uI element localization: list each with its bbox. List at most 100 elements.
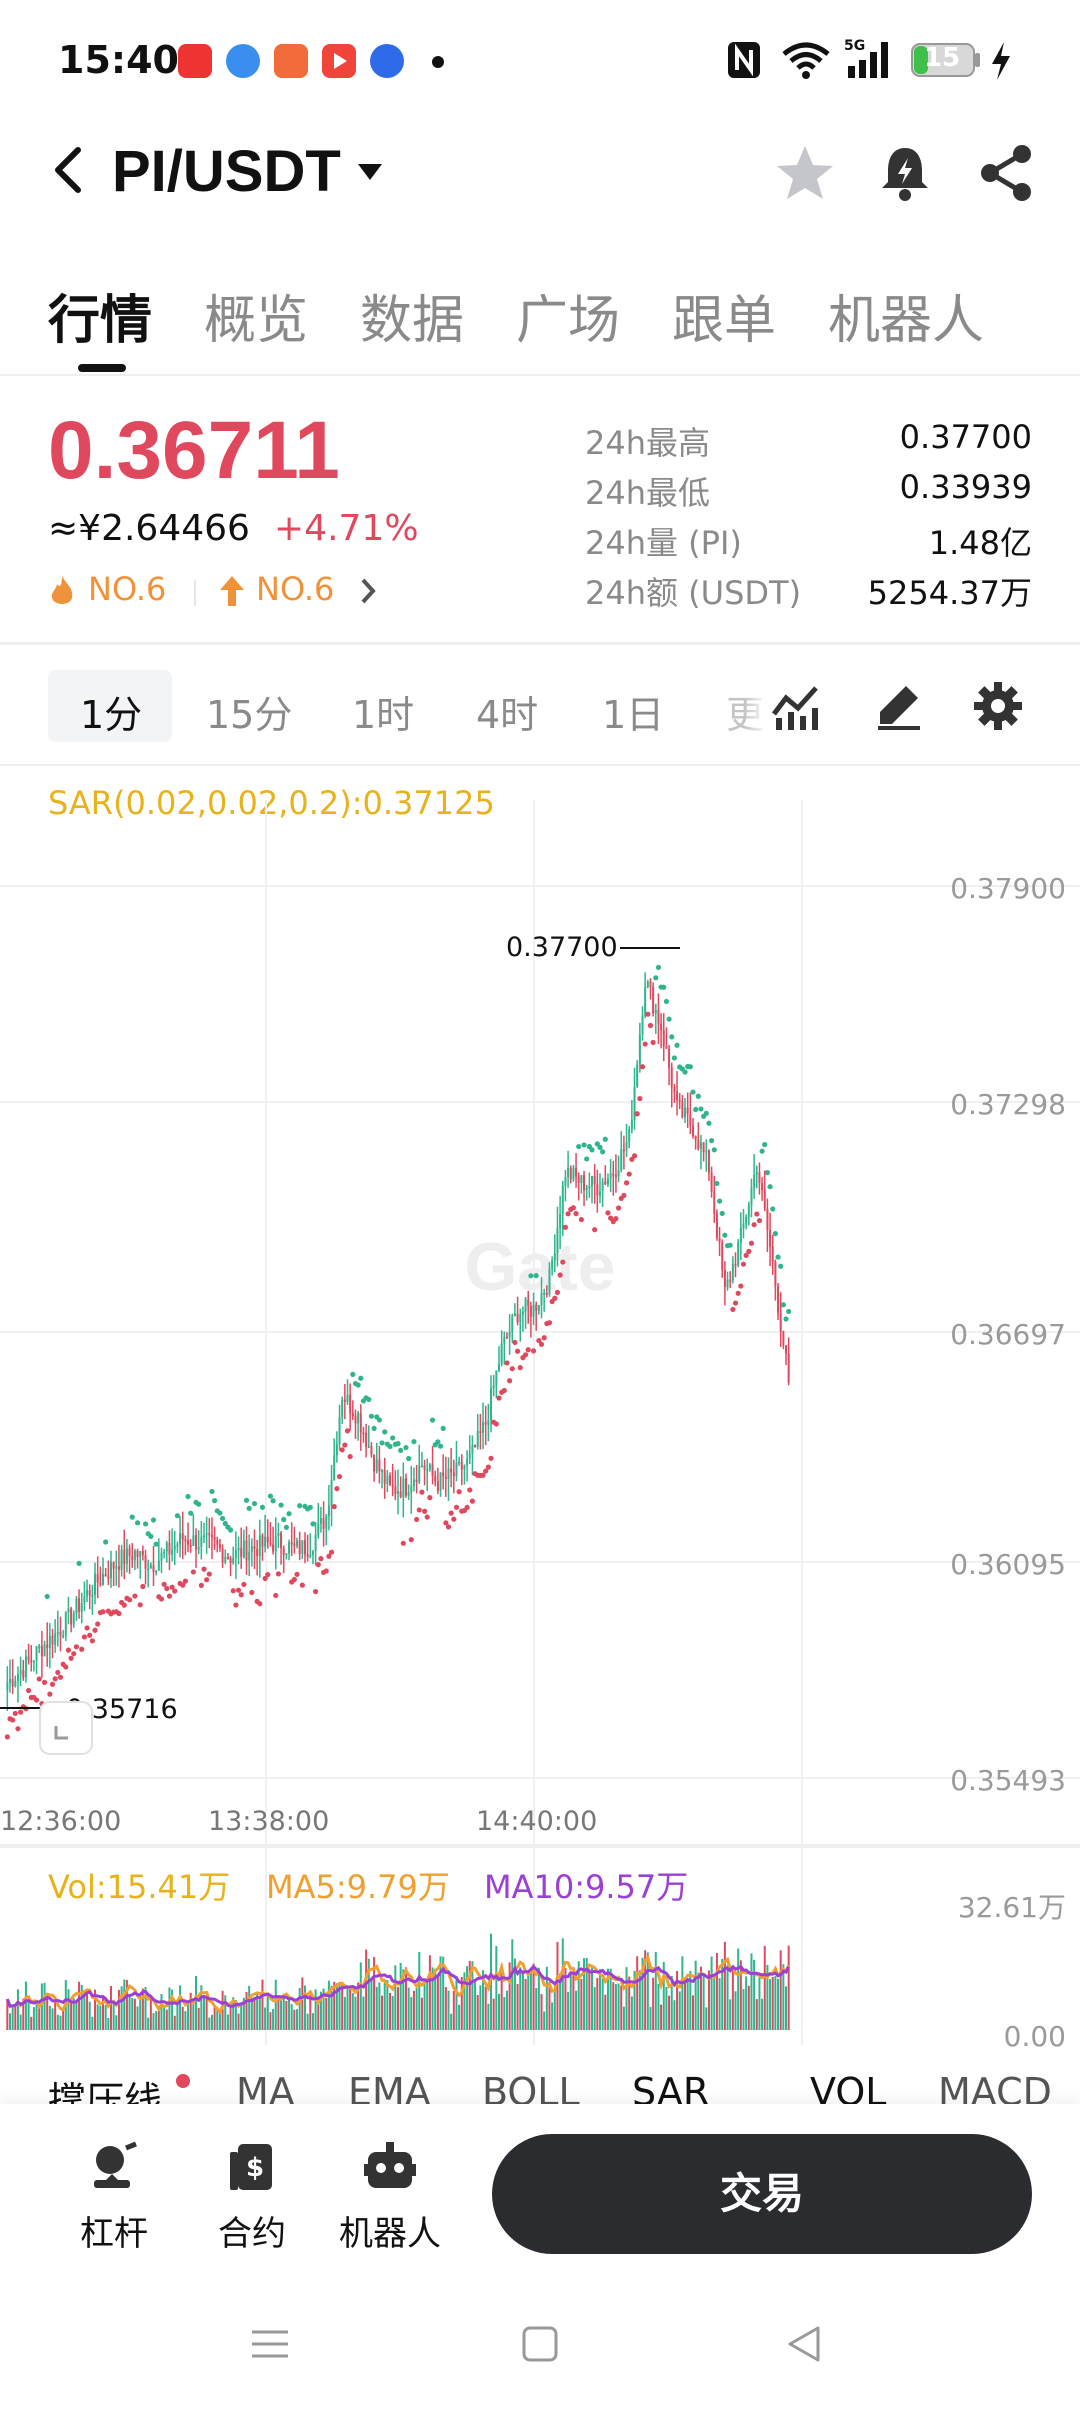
volume-bar: [442, 1956, 445, 2030]
volume-bar: [497, 1993, 500, 2030]
volume-bar: [189, 1992, 192, 2030]
sar-dot: [140, 1583, 146, 1590]
margin-button[interactable]: 杠杆: [54, 2140, 174, 2255]
kuaishou-app-icon: [274, 44, 308, 78]
sar-dot: [693, 1106, 699, 1113]
volume-bar: [402, 1969, 405, 2030]
sar-dot: [597, 1144, 603, 1150]
volume-bar: [341, 1981, 344, 2030]
sar-dot: [25, 1687, 32, 1694]
sar-dot: [55, 1669, 61, 1676]
volume-bar: [88, 2001, 91, 2030]
price-chart[interactable]: Gate 0.37700 0.35716: [0, 760, 1080, 2050]
volume-bar: [51, 2008, 54, 2030]
settings-gear-icon[interactable]: [972, 680, 1024, 732]
volume-bar: [70, 1999, 73, 2030]
volume-bar: [452, 1991, 455, 2030]
interval-15m[interactable]: 15分: [206, 693, 293, 737]
volume-bar: [303, 1985, 306, 2030]
volume-bar: [694, 1960, 697, 2030]
sar-dot: [653, 975, 659, 981]
bots-button[interactable]: 机器人: [330, 2140, 450, 2255]
tab-bots[interactable]: 机器人: [828, 291, 985, 351]
interval-1d[interactable]: 1日: [602, 693, 665, 737]
home-nav-button[interactable]: [518, 2322, 562, 2370]
candle-body: [125, 1548, 128, 1564]
volume-bar: [311, 2013, 314, 2030]
share-button[interactable]: [974, 140, 1040, 206]
candle-body: [747, 1204, 750, 1218]
volume-bar: [80, 1984, 83, 2030]
battery-icon: 15: [910, 40, 982, 84]
volume-bar: [210, 2014, 213, 2030]
candle-body: [652, 986, 655, 1014]
candle-body: [529, 1306, 532, 1317]
candle-body: [301, 1540, 304, 1555]
back-button[interactable]: [48, 140, 88, 200]
volume-bar: [646, 1952, 649, 2030]
tab-market[interactable]: 行情: [48, 291, 153, 351]
volume-bar: [500, 1964, 503, 2030]
menu-nav-button[interactable]: [248, 2322, 292, 2370]
volume-bar: [75, 2000, 78, 2030]
volume-bar: [314, 1989, 317, 2030]
sar-dot: [142, 1521, 149, 1527]
volume-bar: [14, 2004, 17, 2030]
interval-4h[interactable]: 4时: [476, 693, 539, 737]
candle-body: [434, 1475, 437, 1482]
candle-body: [521, 1311, 524, 1315]
sar-dot: [719, 1210, 725, 1217]
volume-bar: [234, 2000, 237, 2030]
interval-1h[interactable]: 1时: [352, 693, 415, 737]
volume-bar: [524, 1979, 527, 2030]
volume-bar: [638, 1970, 641, 2030]
tab-data[interactable]: 数据: [360, 291, 465, 351]
sar-dot: [403, 1444, 409, 1451]
volume-bar: [391, 1996, 394, 2030]
favorite-star-button[interactable]: [772, 140, 838, 206]
pair-title[interactable]: PI/USDT: [112, 139, 341, 204]
draw-pencil-icon[interactable]: [872, 680, 924, 732]
volume-bar: [163, 2005, 166, 2030]
futures-button[interactable]: $ 合约: [192, 2140, 312, 2255]
candle-body: [750, 1187, 753, 1205]
candle-body: [500, 1343, 503, 1364]
volume-bar: [197, 2007, 200, 2030]
sar-dot: [283, 1524, 289, 1530]
volume-bar: [665, 1986, 668, 2030]
candle-body: [418, 1465, 421, 1482]
sar-dot: [682, 1069, 688, 1075]
tab-square[interactable]: 广场: [516, 291, 621, 351]
price-alert-bell-button[interactable]: [872, 140, 938, 206]
candle-body: [487, 1420, 490, 1425]
volume-bar: [290, 2004, 293, 2030]
chevron-right-icon[interactable]: [358, 576, 378, 610]
indicator-chart-icon[interactable]: [770, 680, 822, 732]
sar-dot: [241, 1581, 247, 1588]
gain-rank[interactable]: NO.6: [256, 570, 335, 608]
hot-rank[interactable]: NO.6: [88, 570, 167, 608]
sar-dot: [722, 1232, 728, 1238]
reset-zoom-button[interactable]: [39, 1701, 93, 1755]
stat-high-value: 0.37700: [899, 418, 1032, 456]
tab-overview[interactable]: 概览: [204, 291, 309, 351]
candle-body: [237, 1547, 240, 1551]
sar-dot: [251, 1500, 258, 1507]
tab-copy-trading[interactable]: 跟单: [672, 291, 777, 351]
trade-button[interactable]: 交易: [492, 2134, 1032, 2254]
candle-body: [702, 1142, 705, 1153]
candle-body: [163, 1551, 166, 1554]
interval-1m[interactable]: 1分: [80, 693, 143, 737]
sar-dot: [634, 1111, 640, 1117]
candle-body: [691, 1125, 694, 1137]
candle-body: [644, 986, 647, 1016]
volume-bar: [67, 1989, 70, 2030]
candle-body: [176, 1544, 179, 1547]
volume-bar: [309, 1995, 312, 2030]
candle-body: [370, 1446, 373, 1455]
back-nav-button[interactable]: [782, 2322, 826, 2370]
sar-dot: [525, 1347, 531, 1353]
candle-body: [27, 1656, 30, 1660]
volume-bar: [503, 1997, 506, 2030]
chevron-down-icon[interactable]: [356, 162, 384, 186]
